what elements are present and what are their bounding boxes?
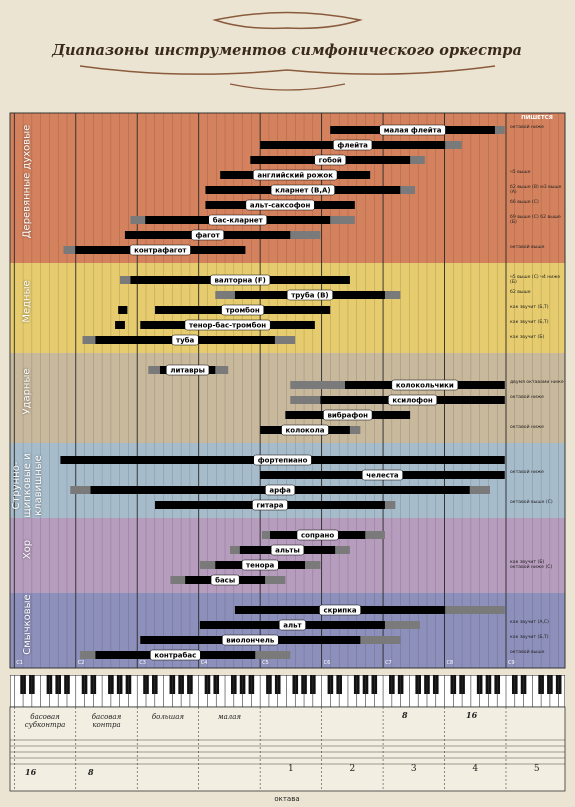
pedal-range-bar — [118, 306, 128, 314]
instrument-label-box — [222, 634, 279, 646]
chart-title: Диапазоны инструментов симфонического ор… — [51, 42, 522, 59]
chart-frame — [9, 112, 566, 669]
instrument-label: тромбон — [226, 307, 260, 315]
note-header: ПИШЕТСЯ — [521, 115, 553, 121]
instrument-label: гобой — [319, 157, 342, 165]
instrument-label-box — [245, 199, 315, 211]
instrument-label-box — [296, 529, 339, 541]
pedal-range-bar — [115, 321, 125, 329]
instrument-label-box — [208, 214, 267, 226]
x-tick-label: C9 — [508, 660, 515, 666]
instrument-label-box — [150, 649, 201, 661]
ornament — [229, 83, 346, 91]
instrument-label: контрабас — [154, 652, 196, 660]
x-tick-label: C6 — [324, 660, 331, 666]
x-tick-label: C5 — [262, 660, 269, 666]
octave-marker: 8 — [402, 710, 408, 720]
instrument-label-box — [314, 154, 347, 166]
octave-marker: 16 — [25, 767, 37, 777]
instrument-label-box — [362, 469, 403, 481]
octave-word: октава — [274, 795, 299, 803]
instrument-label: английский рожок — [257, 172, 333, 180]
instrument-label-box — [278, 619, 306, 631]
instrument-label-box — [270, 184, 335, 196]
instrument-label-box — [210, 274, 271, 286]
instrument-label-box — [265, 484, 296, 496]
instrument-label-box — [379, 124, 446, 136]
x-tick-label: C3 — [139, 660, 146, 666]
instrument-label: фортепиано — [258, 457, 308, 465]
section-band — [10, 518, 565, 593]
instrument-label-box — [270, 544, 305, 556]
instrument-label-box — [253, 454, 312, 466]
instrument-label: тенора — [246, 562, 274, 570]
instrument-label: арфа — [269, 487, 291, 495]
instrument-label: малая флейта — [384, 127, 442, 135]
instrument-label-box — [333, 139, 373, 151]
instrument-label: альт — [283, 622, 302, 630]
instrument-label: вибрафон — [327, 412, 368, 420]
instrument-label-box — [221, 304, 264, 316]
instrument-label-box — [388, 394, 437, 406]
instrument-label-box — [241, 559, 279, 571]
instrument-label: труба (B) — [291, 292, 328, 300]
instrument-label: колокольчики — [396, 382, 454, 390]
instrument-label-box — [166, 364, 210, 376]
instrument-label: ксилофон — [392, 397, 432, 405]
instrument-label-box — [210, 574, 240, 586]
instrument-label: тенор-бас-тромбон — [189, 322, 266, 330]
instrument-label-box — [281, 424, 329, 436]
octave-marker: 16 — [466, 710, 478, 720]
instrument-label-box — [171, 334, 199, 346]
instrument-label-box — [286, 289, 333, 301]
instrument-label-box — [253, 169, 338, 181]
instrument-label: фагот — [195, 232, 220, 240]
instrument-label: сопрано — [301, 532, 334, 540]
instrument-label: скрипка — [323, 607, 356, 615]
instrument-label: валторна (F) — [215, 277, 266, 285]
x-tick-label: C1 — [16, 660, 23, 666]
instrument-label: литавры — [170, 367, 205, 375]
instrument-label: контрафагот — [134, 247, 187, 255]
black-key — [3, 675, 9, 694]
instrument-label-box — [391, 379, 459, 391]
instrument-label-box — [129, 244, 191, 256]
instrument-label: альты — [275, 547, 300, 555]
instrument-label-box — [319, 604, 361, 616]
instrument-label-box — [184, 319, 271, 331]
x-tick-label: C8 — [447, 660, 454, 666]
keyboard — [3, 675, 565, 707]
instrument-label-box — [191, 229, 224, 241]
keyboard-bg — [10, 675, 565, 707]
instrument-label: флейта — [337, 142, 368, 150]
instrument-label: басы — [215, 577, 235, 585]
x-tick-label: C7 — [385, 660, 392, 666]
instrument-label: бас-кларнет — [213, 217, 264, 225]
instrument-label: гитара — [256, 502, 283, 510]
instrument-label: туба — [176, 337, 195, 345]
instrument-label-box — [252, 499, 288, 511]
instrument-label: колокола — [286, 427, 325, 435]
staff-bg — [9, 706, 566, 792]
x-tick-label: C2 — [78, 660, 85, 666]
instrument-label: челеста — [366, 472, 399, 480]
x-tick-label: C4 — [201, 660, 208, 666]
ornament — [212, 11, 363, 30]
instrument-label: кларнет (B,A) — [275, 187, 331, 195]
instrument-label-box — [323, 409, 373, 421]
instrument-label: альт-саксофон — [250, 202, 311, 210]
instrument-label: виолончель — [226, 637, 275, 645]
octave-marker: 8 — [88, 767, 94, 777]
ornament — [79, 65, 496, 75]
